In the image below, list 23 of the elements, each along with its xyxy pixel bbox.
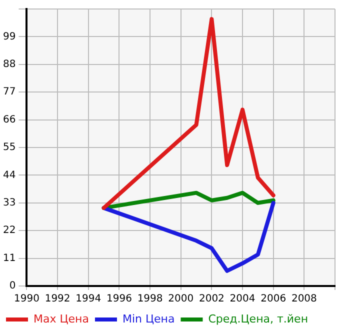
x-tick-label: 1992 — [44, 294, 70, 305]
legend-label: Сред.Цена, т.йен — [208, 312, 308, 326]
x-tick-label: 1998 — [137, 294, 163, 305]
x-tick-label: 2000 — [168, 294, 194, 305]
x-tick-label: 2006 — [260, 294, 286, 305]
y-tick-label: 66 — [2, 114, 16, 126]
x-tick-label: 2004 — [230, 294, 256, 305]
legend-label: Min Цена — [122, 312, 175, 326]
y-tick-label: 99 — [2, 31, 16, 42]
x-tick-label: 2008 — [291, 294, 317, 305]
y-tick-label: 33 — [2, 197, 16, 208]
y-tick-label: 22 — [2, 225, 16, 236]
x-tick-label: 1996 — [106, 294, 132, 305]
y-tick-label: 88 — [2, 58, 16, 70]
y-tick-label: 77 — [2, 86, 16, 98]
legend-label: Max Цена — [34, 312, 89, 326]
x-tick-label: 1994 — [76, 294, 102, 305]
x-tick-label: 2002 — [198, 294, 224, 305]
y-tick-label: 0 — [9, 280, 16, 292]
y-tick-label: 44 — [2, 170, 16, 181]
x-tick-label: 1990 — [14, 294, 40, 305]
y-tick-label: 11 — [2, 252, 16, 264]
y-tick-label: 55 — [2, 142, 16, 154]
